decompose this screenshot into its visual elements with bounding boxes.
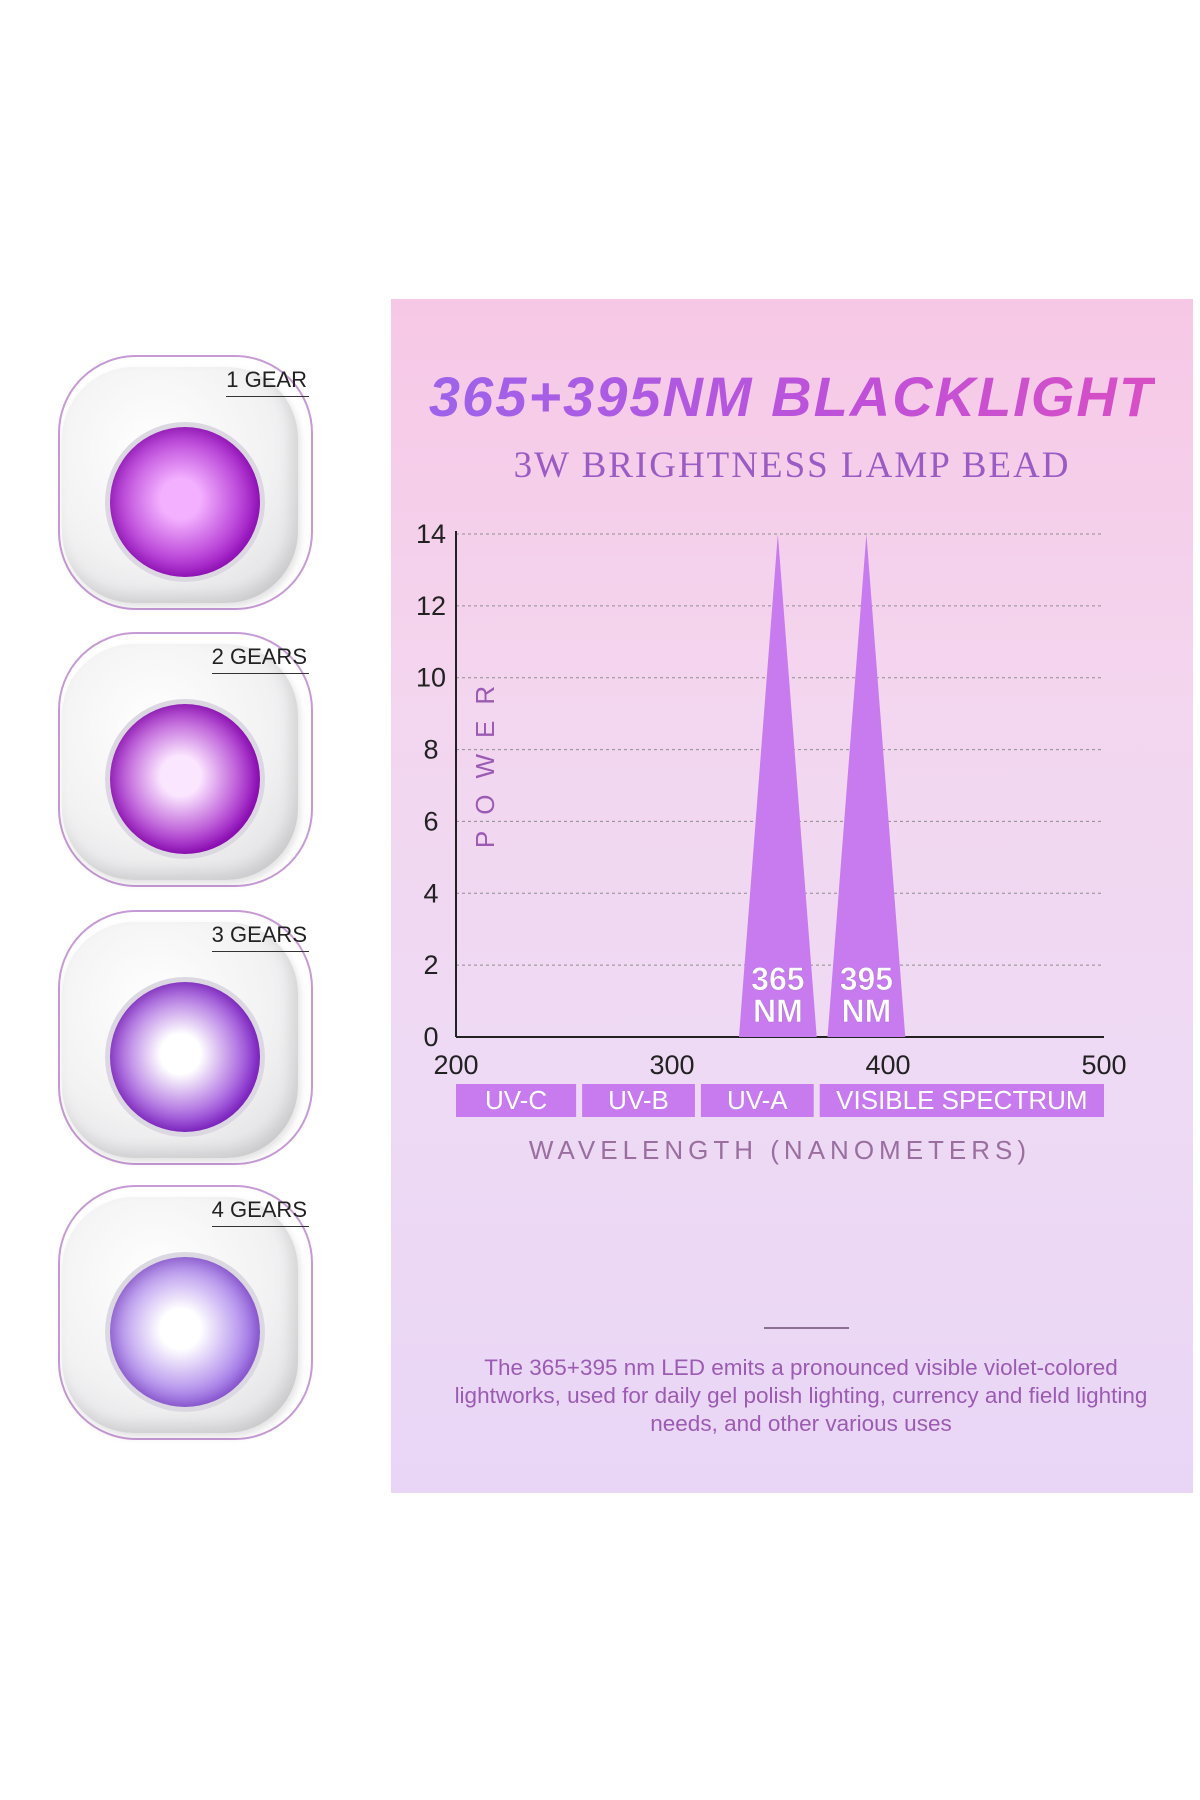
description-text: The 365+395 nm LED emits a pronounced vi…	[454, 1355, 1148, 1436]
gear-item: 1 GEAR	[58, 355, 313, 610]
spectrum-peak	[738, 534, 817, 1037]
gear-frame	[58, 632, 313, 887]
y-tick-label: 10	[416, 663, 446, 693]
panel-subtitle: 3W BRIGHTNESS LAMP BEAD	[513, 445, 1071, 486]
band-label: VISIBLE SPECTRUM	[836, 1085, 1087, 1115]
peak-unit-label: NM	[753, 993, 803, 1029]
gear-frame	[58, 1185, 313, 1440]
band-label: UV-C	[485, 1085, 547, 1115]
gear-item: 2 GEARS	[58, 632, 313, 887]
band-label: UV-B	[608, 1085, 669, 1115]
peak-label: 365	[751, 961, 804, 997]
wavelength-band	[700, 1084, 814, 1117]
panel-title: 365+395NM BLACKLIGHT	[428, 365, 1156, 428]
y-axis-label: POWER	[470, 670, 500, 848]
lamp-lens-icon	[110, 1257, 260, 1407]
lamp-housing	[62, 922, 298, 1158]
x-tick-label: 400	[865, 1050, 910, 1080]
peak-label: 395	[840, 961, 893, 997]
y-tick-label: 8	[423, 735, 438, 765]
x-axis-label: WAVELENGTH (NANOMETERS)	[529, 1135, 1031, 1165]
band-label: UV-A	[727, 1085, 788, 1115]
y-tick-label: 14	[416, 519, 446, 549]
gear-item: 4 GEARS	[58, 1185, 313, 1440]
lamp-housing	[62, 1197, 298, 1433]
gear-frame	[58, 355, 313, 610]
spectrum-peak	[827, 534, 906, 1037]
wavelength-band	[819, 1084, 1104, 1117]
gear-label: 3 GEARS	[211, 922, 309, 952]
y-tick-label: 12	[416, 591, 446, 621]
divider-line	[764, 1327, 849, 1329]
wavelength-band	[456, 1084, 577, 1117]
lamp-lens-icon	[110, 982, 260, 1132]
x-tick-label: 500	[1081, 1050, 1126, 1080]
gear-label: 2 GEARS	[211, 644, 309, 674]
x-tick-label: 300	[649, 1050, 694, 1080]
y-tick-label: 4	[423, 878, 438, 908]
y-tick-label: 0	[423, 1022, 438, 1052]
gear-label: 4 GEARS	[211, 1197, 309, 1227]
x-tick-label: 200	[433, 1050, 478, 1080]
gear-item: 3 GEARS	[58, 910, 313, 1165]
y-tick-label: 6	[423, 806, 438, 836]
peak-unit-label: NM	[842, 993, 892, 1029]
gear-label: 1 GEAR	[226, 367, 309, 397]
spectrum-panel: 365+395NM BLACKLIGHT 3W BRIGHTNESS LAMP …	[391, 299, 1193, 1493]
y-tick-label: 2	[423, 950, 438, 980]
lamp-housing	[62, 644, 298, 880]
wavelength-band	[582, 1084, 695, 1117]
lamp-housing	[62, 367, 298, 603]
gear-frame	[58, 910, 313, 1165]
lamp-lens-icon	[110, 427, 260, 577]
lamp-lens-icon	[110, 704, 260, 854]
